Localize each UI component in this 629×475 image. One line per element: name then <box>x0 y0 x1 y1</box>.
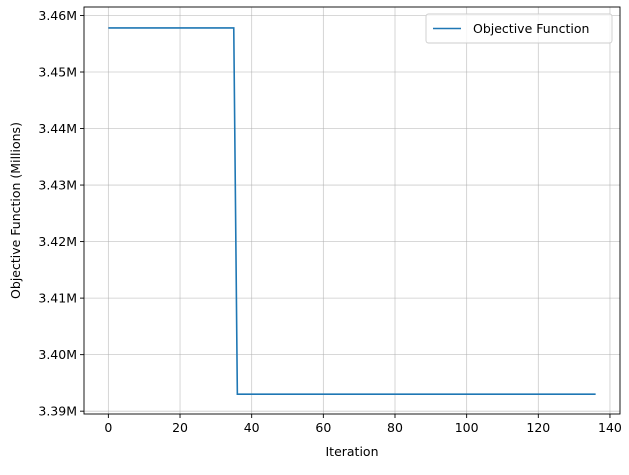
series-layer <box>108 27 596 396</box>
x-tick-label: 80 <box>387 420 403 435</box>
plot-frame <box>83 6 621 415</box>
legend-label: Objective Function <box>473 21 589 36</box>
x-tick-label: 60 <box>315 420 331 435</box>
y-tick-label: 3.39M <box>38 404 77 419</box>
legend-box <box>425 13 613 44</box>
y-tick-label: 3.46M <box>38 8 77 23</box>
y-tick-label: 3.44M <box>38 121 77 136</box>
y-tick-label: 3.42M <box>38 234 77 249</box>
x-tick-label: 0 <box>104 420 112 435</box>
y-tick-label: 3.41M <box>38 291 77 306</box>
legend: Objective Function <box>425 13 613 44</box>
x-tick-label: 120 <box>526 420 550 435</box>
y-axis-label: Objective Function (Millions) <box>8 122 23 299</box>
x-axis-ticks: 0 20 40 60 80 100 120 140 <box>104 414 622 435</box>
x-tick-label: 100 <box>455 420 479 435</box>
y-tick-label: 3.45M <box>38 65 77 80</box>
x-tick-label: 20 <box>172 420 188 435</box>
x-tick-label: 140 <box>598 420 622 435</box>
y-tick-label: 3.43M <box>38 178 77 193</box>
x-tick-label: 40 <box>244 420 260 435</box>
grid <box>84 7 620 414</box>
x-axis-label: Iteration <box>325 444 378 459</box>
y-axis-ticks: 3.39M 3.40M 3.41M 3.42M 3.43M 3.44M 3.45M 3.46M <box>38 8 84 419</box>
series-line <box>108 27 596 396</box>
y-tick-label: 3.40M <box>38 347 77 362</box>
